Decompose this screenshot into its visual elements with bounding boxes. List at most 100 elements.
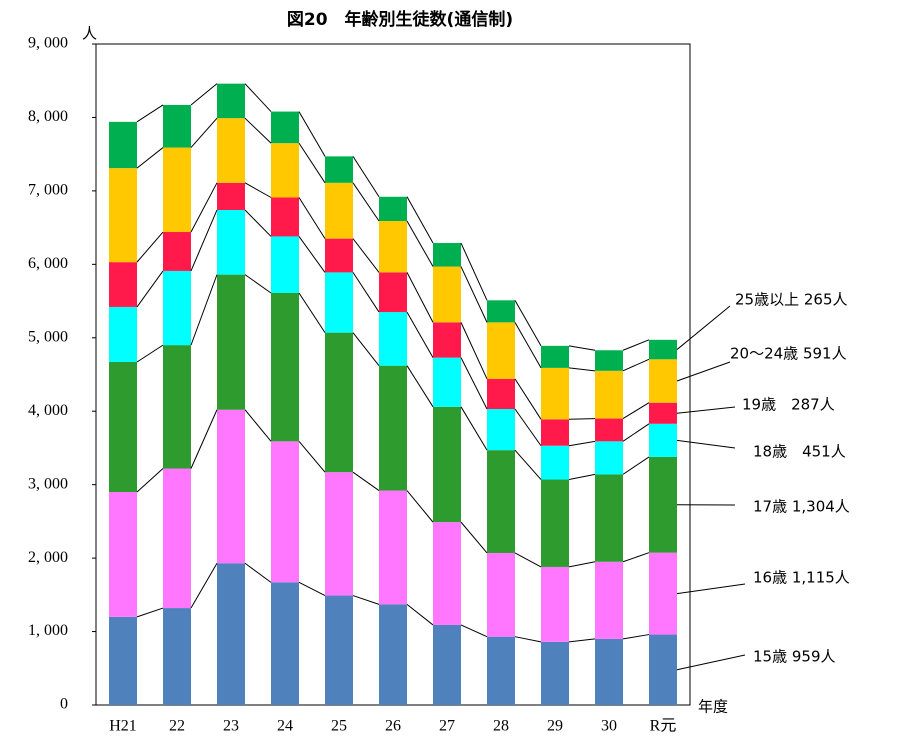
- y-tick-label: 1, 000: [28, 622, 68, 639]
- bar-segment: [325, 332, 353, 473]
- bar-segment: [271, 236, 299, 293]
- connector: [190, 409, 218, 469]
- label-leader: [676, 305, 731, 350]
- bar-segment: [163, 608, 191, 705]
- bar-segment: [109, 168, 137, 263]
- bar-segment: [217, 274, 245, 410]
- bar-segment: [217, 83, 245, 119]
- connector: [568, 345, 596, 351]
- x-tick-label: R元: [650, 718, 677, 735]
- connector: [136, 468, 164, 493]
- bar-segment: [595, 370, 623, 419]
- bar-segment: [487, 636, 515, 705]
- bar-segment: [325, 182, 353, 239]
- bar-segment: [487, 322, 515, 379]
- bar-segment: [649, 634, 677, 705]
- bar-segment: [325, 156, 353, 183]
- label-leader: [676, 654, 746, 671]
- y-tick-label: 8, 000: [28, 108, 68, 125]
- connector: [352, 332, 380, 366]
- connector: [190, 563, 218, 609]
- connector: [568, 473, 596, 481]
- bar-segment: [163, 232, 191, 271]
- bar-segment: [379, 312, 407, 366]
- connector: [514, 300, 542, 347]
- bar-segment: [217, 118, 245, 183]
- bar-segment: [109, 262, 137, 307]
- connector: [298, 441, 326, 473]
- bar-segment: [541, 445, 569, 480]
- bar-segment: [271, 143, 299, 198]
- y-tick-label: 9, 000: [28, 35, 68, 52]
- x-tick-label: 24: [277, 718, 293, 735]
- bar-segment: [487, 300, 515, 323]
- bar-segment: [433, 624, 461, 705]
- y-tick-label: 6, 000: [28, 255, 68, 272]
- label-leader: [676, 583, 746, 595]
- bar-segment: [487, 552, 515, 637]
- connector: [136, 607, 164, 618]
- connector: [622, 358, 650, 372]
- connector: [568, 638, 596, 643]
- label-leader: [676, 406, 736, 414]
- bar-segment: [325, 595, 353, 705]
- x-tick-label: 23: [223, 718, 239, 735]
- x-tick-label: 30: [601, 718, 617, 735]
- bar-segment: [271, 441, 299, 583]
- chart-title: 図20 年齢別生徒数(通信制): [287, 9, 513, 30]
- bar-segment: [595, 561, 623, 639]
- bar-segment: [163, 270, 191, 346]
- connector: [136, 231, 164, 263]
- bar-segment: [433, 357, 461, 407]
- connector: [244, 562, 272, 583]
- connector: [622, 402, 650, 419]
- connector: [190, 83, 218, 106]
- connector: [568, 440, 596, 447]
- bar-segment: [541, 419, 569, 446]
- bar-segment: [109, 121, 137, 169]
- connector: [460, 242, 488, 301]
- series-label: 17歳 1,304人: [753, 498, 850, 516]
- connector: [460, 357, 488, 410]
- connector: [136, 147, 164, 169]
- connector: [190, 209, 218, 272]
- bar-segment: [217, 209, 245, 275]
- connector: [460, 521, 488, 554]
- connector: [514, 449, 542, 480]
- connector: [514, 636, 542, 643]
- connector: [406, 272, 434, 323]
- connector: [406, 490, 434, 523]
- bar-segment: [541, 479, 569, 567]
- series-label: 15歳 959人: [753, 648, 836, 666]
- connector: [136, 344, 164, 363]
- bar-segment: [433, 243, 461, 267]
- bar-segment: [379, 604, 407, 705]
- bar-segment: [379, 196, 407, 222]
- y-tick-label: 7, 000: [28, 182, 68, 199]
- bar-segment: [325, 472, 353, 596]
- connector: [622, 456, 650, 475]
- connector: [406, 603, 434, 626]
- connector: [514, 552, 542, 568]
- bar-segment: [649, 456, 677, 553]
- bar-segment: [541, 367, 569, 420]
- y-tick-label: 2, 000: [28, 549, 68, 566]
- bar-segment: [595, 418, 623, 442]
- y-tick-label: 5, 000: [28, 328, 68, 345]
- connector: [460, 624, 488, 638]
- x-tick-label: 28: [493, 718, 509, 735]
- x-tick-label: 25: [331, 718, 347, 735]
- x-tick-label: 26: [385, 718, 401, 735]
- series-label: 20～24歳 591人: [730, 345, 847, 363]
- y-tick-label: 0: [60, 696, 68, 713]
- bar-segment: [541, 641, 569, 705]
- bar-segment: [109, 492, 137, 617]
- connector: [406, 220, 434, 267]
- bar-segment: [325, 272, 353, 333]
- connector: [622, 552, 650, 563]
- connector: [460, 266, 488, 323]
- bar-segment: [379, 490, 407, 605]
- bar-segment: [271, 197, 299, 237]
- bar-segment: [649, 339, 677, 360]
- bar-segment: [379, 272, 407, 313]
